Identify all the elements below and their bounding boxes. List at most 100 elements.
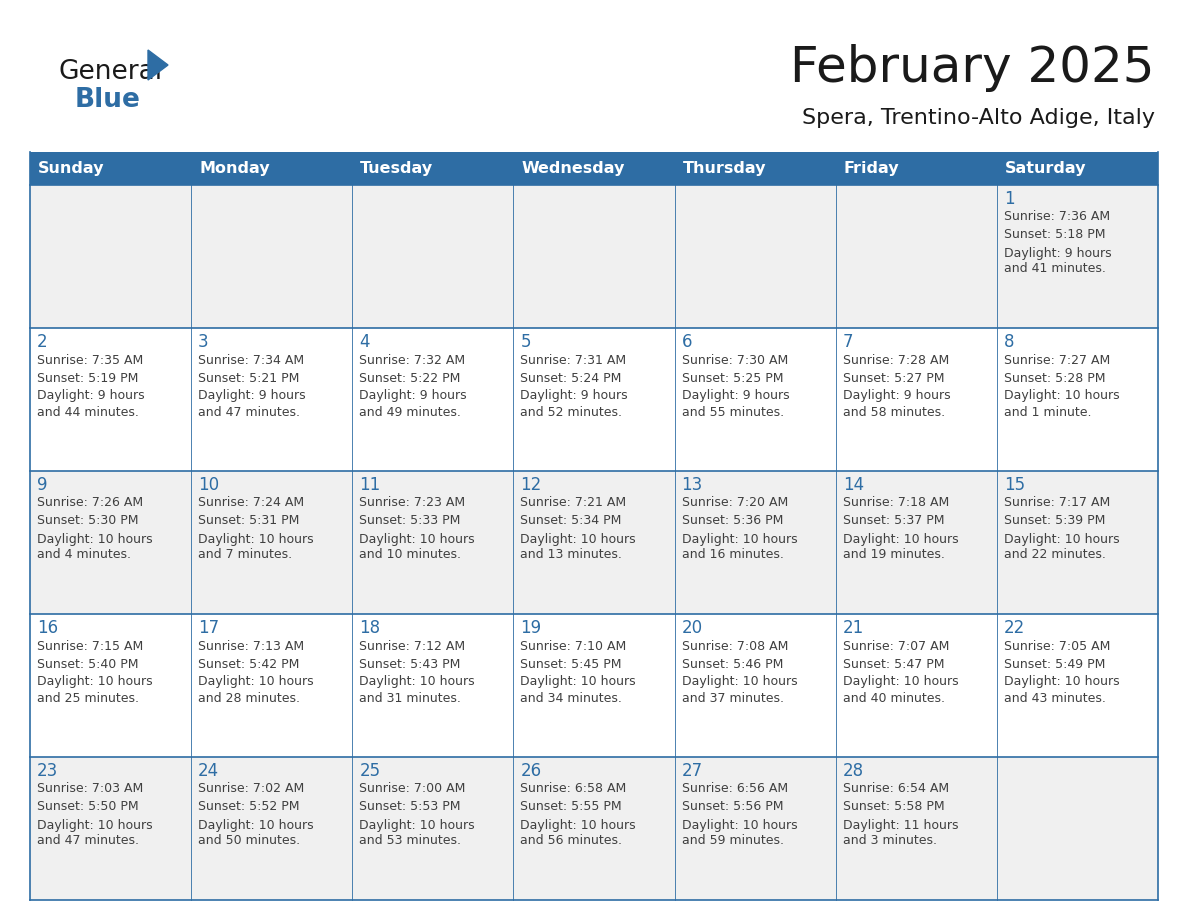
- Text: Daylight: 10 hours: Daylight: 10 hours: [1004, 389, 1119, 402]
- Text: Sunset: 5:45 PM: Sunset: 5:45 PM: [520, 657, 623, 670]
- Text: Sunset: 5:34 PM: Sunset: 5:34 PM: [520, 514, 621, 528]
- Text: Sunset: 5:46 PM: Sunset: 5:46 PM: [682, 657, 783, 670]
- Text: Sunrise: 7:28 AM: Sunrise: 7:28 AM: [842, 353, 949, 366]
- Text: Daylight: 9 hours: Daylight: 9 hours: [842, 389, 950, 402]
- Text: 20: 20: [682, 619, 702, 637]
- Text: February 2025: February 2025: [790, 44, 1155, 92]
- Text: Sunset: 5:31 PM: Sunset: 5:31 PM: [198, 514, 299, 528]
- Text: and 28 minutes.: and 28 minutes.: [198, 691, 301, 704]
- Text: Sunrise: 7:20 AM: Sunrise: 7:20 AM: [682, 497, 788, 509]
- Text: Daylight: 10 hours: Daylight: 10 hours: [37, 819, 152, 832]
- Text: Daylight: 10 hours: Daylight: 10 hours: [520, 819, 636, 832]
- Text: and 43 minutes.: and 43 minutes.: [1004, 691, 1106, 704]
- Text: and 19 minutes.: and 19 minutes.: [842, 548, 944, 562]
- Bar: [30, 152, 1158, 185]
- Text: and 4 minutes.: and 4 minutes.: [37, 548, 131, 562]
- Text: Sunrise: 7:21 AM: Sunrise: 7:21 AM: [520, 497, 626, 509]
- Text: Sunrise: 7:27 AM: Sunrise: 7:27 AM: [1004, 353, 1110, 366]
- Text: and 13 minutes.: and 13 minutes.: [520, 548, 623, 562]
- Text: and 59 minutes.: and 59 minutes.: [682, 834, 784, 847]
- Text: and 40 minutes.: and 40 minutes.: [842, 691, 944, 704]
- Text: Sunset: 5:37 PM: Sunset: 5:37 PM: [842, 514, 944, 528]
- Text: Sunrise: 7:10 AM: Sunrise: 7:10 AM: [520, 640, 627, 653]
- Text: and 16 minutes.: and 16 minutes.: [682, 548, 783, 562]
- Text: Monday: Monday: [200, 161, 270, 176]
- Text: 21: 21: [842, 619, 864, 637]
- Text: General: General: [58, 59, 162, 85]
- Text: Daylight: 10 hours: Daylight: 10 hours: [1004, 676, 1119, 688]
- Text: Sunset: 5:52 PM: Sunset: 5:52 PM: [198, 800, 299, 813]
- Text: Daylight: 10 hours: Daylight: 10 hours: [682, 676, 797, 688]
- Text: Daylight: 9 hours: Daylight: 9 hours: [520, 389, 628, 402]
- Text: 17: 17: [198, 619, 220, 637]
- Text: Daylight: 10 hours: Daylight: 10 hours: [359, 819, 475, 832]
- Text: Sunset: 5:21 PM: Sunset: 5:21 PM: [198, 372, 299, 385]
- Text: Sunset: 5:18 PM: Sunset: 5:18 PM: [1004, 229, 1105, 241]
- Text: Sunset: 5:50 PM: Sunset: 5:50 PM: [37, 800, 139, 813]
- Polygon shape: [148, 50, 168, 80]
- Text: Sunrise: 7:07 AM: Sunrise: 7:07 AM: [842, 640, 949, 653]
- Text: 3: 3: [198, 333, 209, 351]
- Text: 4: 4: [359, 333, 369, 351]
- Text: and 10 minutes.: and 10 minutes.: [359, 548, 461, 562]
- Text: 9: 9: [37, 476, 48, 494]
- Text: Daylight: 10 hours: Daylight: 10 hours: [359, 676, 475, 688]
- Text: Sunrise: 6:58 AM: Sunrise: 6:58 AM: [520, 782, 627, 796]
- Text: Sunset: 5:43 PM: Sunset: 5:43 PM: [359, 657, 461, 670]
- Text: Sunset: 5:53 PM: Sunset: 5:53 PM: [359, 800, 461, 813]
- Text: Friday: Friday: [843, 161, 899, 176]
- Text: Sunrise: 7:30 AM: Sunrise: 7:30 AM: [682, 353, 788, 366]
- Text: Sunset: 5:56 PM: Sunset: 5:56 PM: [682, 800, 783, 813]
- Text: 14: 14: [842, 476, 864, 494]
- Text: Sunrise: 7:12 AM: Sunrise: 7:12 AM: [359, 640, 466, 653]
- Text: Sunset: 5:22 PM: Sunset: 5:22 PM: [359, 372, 461, 385]
- Text: Daylight: 10 hours: Daylight: 10 hours: [198, 819, 314, 832]
- Text: Daylight: 9 hours: Daylight: 9 hours: [198, 389, 305, 402]
- Text: and 49 minutes.: and 49 minutes.: [359, 406, 461, 419]
- Text: Sunset: 5:49 PM: Sunset: 5:49 PM: [1004, 657, 1105, 670]
- Text: Sunset: 5:19 PM: Sunset: 5:19 PM: [37, 372, 138, 385]
- Text: and 1 minute.: and 1 minute.: [1004, 406, 1092, 419]
- Text: Daylight: 10 hours: Daylight: 10 hours: [682, 532, 797, 545]
- Text: Daylight: 10 hours: Daylight: 10 hours: [37, 532, 152, 545]
- Text: Sunrise: 6:56 AM: Sunrise: 6:56 AM: [682, 782, 788, 796]
- Bar: [30, 757, 1158, 900]
- Text: Thursday: Thursday: [683, 161, 766, 176]
- Text: Daylight: 10 hours: Daylight: 10 hours: [1004, 532, 1119, 545]
- Text: Sunrise: 7:13 AM: Sunrise: 7:13 AM: [198, 640, 304, 653]
- Text: 1: 1: [1004, 190, 1015, 208]
- Text: Sunset: 5:24 PM: Sunset: 5:24 PM: [520, 372, 621, 385]
- Text: Daylight: 10 hours: Daylight: 10 hours: [682, 819, 797, 832]
- Text: 10: 10: [198, 476, 220, 494]
- Text: Sunset: 5:33 PM: Sunset: 5:33 PM: [359, 514, 461, 528]
- Text: 11: 11: [359, 476, 380, 494]
- Text: and 3 minutes.: and 3 minutes.: [842, 834, 936, 847]
- Bar: [30, 328, 1158, 471]
- Text: and 22 minutes.: and 22 minutes.: [1004, 548, 1106, 562]
- Text: Sunset: 5:30 PM: Sunset: 5:30 PM: [37, 514, 139, 528]
- Text: and 41 minutes.: and 41 minutes.: [1004, 263, 1106, 275]
- Text: Sunset: 5:58 PM: Sunset: 5:58 PM: [842, 800, 944, 813]
- Text: 18: 18: [359, 619, 380, 637]
- Text: 25: 25: [359, 762, 380, 780]
- Text: 24: 24: [198, 762, 220, 780]
- Text: Sunrise: 7:32 AM: Sunrise: 7:32 AM: [359, 353, 466, 366]
- Text: Daylight: 9 hours: Daylight: 9 hours: [1004, 247, 1112, 260]
- Text: Sunrise: 7:24 AM: Sunrise: 7:24 AM: [198, 497, 304, 509]
- Text: 28: 28: [842, 762, 864, 780]
- Text: 26: 26: [520, 762, 542, 780]
- Text: Sunset: 5:40 PM: Sunset: 5:40 PM: [37, 657, 139, 670]
- Text: Daylight: 9 hours: Daylight: 9 hours: [37, 389, 145, 402]
- Text: Daylight: 9 hours: Daylight: 9 hours: [682, 389, 789, 402]
- Bar: [30, 471, 1158, 614]
- Text: and 53 minutes.: and 53 minutes.: [359, 834, 461, 847]
- Text: Tuesday: Tuesday: [360, 161, 434, 176]
- Text: 5: 5: [520, 333, 531, 351]
- Text: Sunrise: 7:26 AM: Sunrise: 7:26 AM: [37, 497, 143, 509]
- Text: Daylight: 9 hours: Daylight: 9 hours: [359, 389, 467, 402]
- Text: Sunday: Sunday: [38, 161, 105, 176]
- Text: Sunrise: 7:23 AM: Sunrise: 7:23 AM: [359, 497, 466, 509]
- Text: Sunset: 5:55 PM: Sunset: 5:55 PM: [520, 800, 623, 813]
- Text: Sunset: 5:42 PM: Sunset: 5:42 PM: [198, 657, 299, 670]
- Text: and 56 minutes.: and 56 minutes.: [520, 834, 623, 847]
